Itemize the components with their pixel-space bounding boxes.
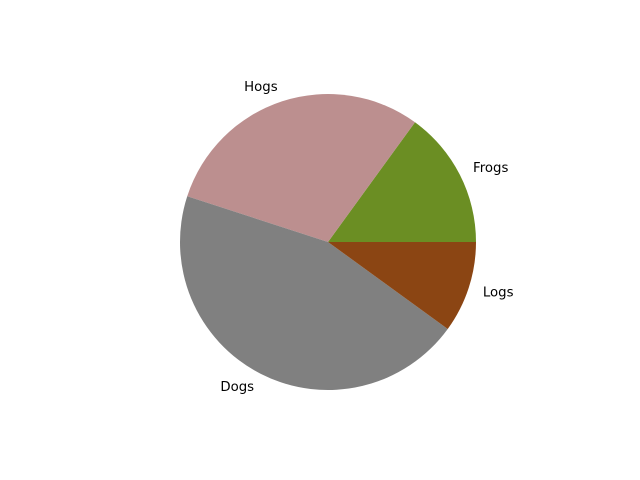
pie-slice-hogs bbox=[187, 94, 415, 242]
pie-slice-frogs bbox=[328, 122, 476, 242]
pie-slices bbox=[180, 94, 476, 390]
pie-label-logs: Logs bbox=[483, 285, 514, 300]
pie-label-hogs: Hogs bbox=[244, 80, 278, 95]
pie-label-frogs: Frogs bbox=[473, 161, 508, 176]
pie-labels: Frogs Hogs Dogs Logs bbox=[220, 80, 513, 395]
pie-slice-dogs bbox=[180, 196, 448, 390]
pie-slice-logs bbox=[328, 242, 476, 329]
pie-label-dogs: Dogs bbox=[220, 380, 254, 395]
